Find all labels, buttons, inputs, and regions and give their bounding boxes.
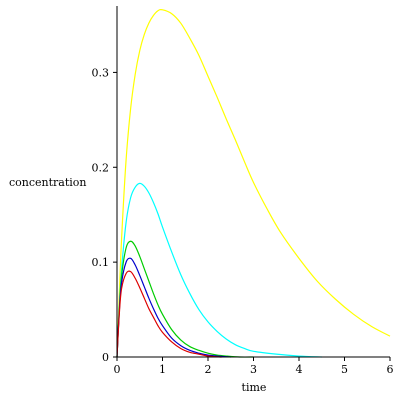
x-tick-label: 1 [159,363,166,376]
series-line-2 [116,182,322,358]
x-tick-label: 3 [250,363,257,376]
x-tick-label: 4 [296,363,303,376]
y-tick-label: 0.2 [92,161,110,174]
x-tick-label: 6 [387,363,394,376]
x-axis-ticks: 0 1 2 3 4 5 6 [114,357,394,376]
y-axis-label: concentration [9,176,87,189]
x-tick-label: 0 [114,363,121,376]
y-tick-label: 0.3 [92,66,110,79]
series-line-1 [116,9,391,358]
y-tick-label: 0.1 [92,256,110,269]
x-tick-label: 5 [341,363,348,376]
plot-area [116,9,391,358]
series-line-4 [116,257,231,358]
y-axis-ticks: 0 0.1 0.2 0.3 [92,66,117,364]
x-axis-label: time [242,381,267,394]
x-tick-label: 2 [205,363,212,376]
series-line-3 [116,240,254,358]
y-tick-label: 0 [102,351,109,364]
series-line-5 [116,270,222,358]
